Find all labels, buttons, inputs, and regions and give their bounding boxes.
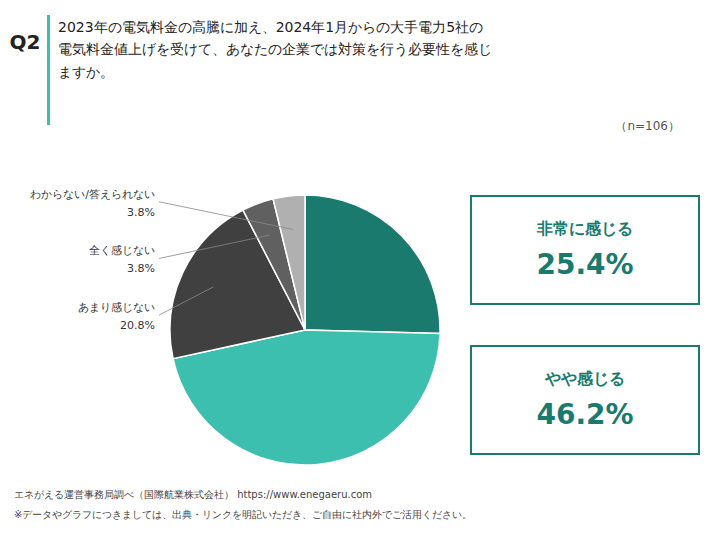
html-text:（n=106）: （n=106） — [615, 119, 680, 133]
html-text:Q2: Q2 — [9, 30, 41, 54]
html-text:やや感じる: やや感じる — [545, 369, 625, 388]
html-text:エネがえる運営事務局調べ（国際航業株式会社） https:/: エネがえる運営事務局調べ（国際航業株式会社） https://www.enega… — [14, 489, 373, 500]
html-text:25.4%: 25.4% — [536, 248, 634, 281]
svg-text:20.8%: 20.8% — [120, 319, 155, 332]
svg-text:あまり感じない: あまり感じない — [78, 301, 155, 314]
svg-text:3.8%: 3.8% — [127, 262, 155, 275]
html-text:電気料金値上げを受けて、あなたの企業では対策を行う必要性を感: 電気料金値上げを受けて、あなたの企業では対策を行う必要性を感じ — [58, 41, 492, 58]
html-text:2023年の電気料金の高騰に加え、2024年1月からの大手電: 2023年の電気料金の高騰に加え、2024年1月からの大手電力5社の — [58, 19, 484, 35]
html-text:46.2%: 46.2% — [536, 398, 634, 431]
html-text:非常に感じる: 非常に感じる — [537, 219, 633, 238]
html-text:ますか。: ますか。 — [58, 63, 114, 80]
svg-text:全く感じない: 全く感じない — [89, 244, 155, 257]
svg-text:わからない/答えられない: わからない/答えられない — [30, 188, 155, 201]
svg-text:3.8%: 3.8% — [127, 206, 155, 219]
html-text:※データやグラフにつきましては、出典・リンクを明記いただき、: ※データやグラフにつきましては、出典・リンクを明記いただき、ご自由に社内外でご活… — [14, 509, 473, 520]
